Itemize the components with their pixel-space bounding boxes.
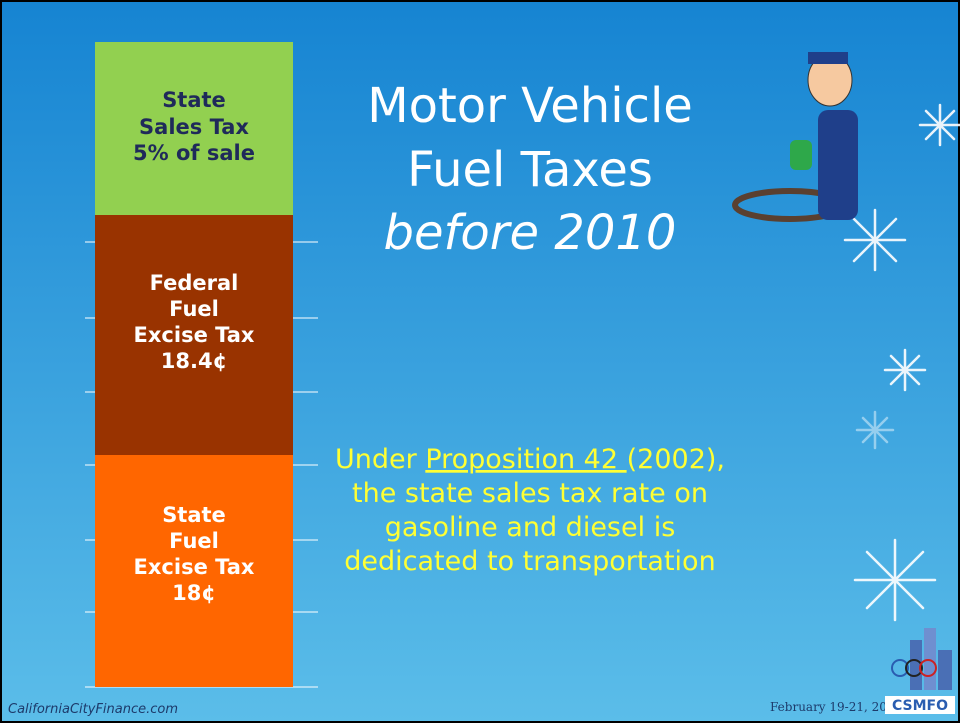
body-line: gasoline and diesel is	[385, 512, 676, 543]
block-federal-tax	[95, 215, 293, 455]
label-line: Excise Tax	[134, 323, 255, 347]
label-line: Federal	[150, 271, 239, 295]
body-line: dedicated to transportation	[344, 546, 715, 577]
label-line: Sales Tax	[139, 115, 249, 139]
block-label: State Sales Tax 5% of sale	[133, 88, 255, 165]
title-line: Motor Vehicle	[367, 78, 693, 134]
logo-text: CSMFO	[892, 698, 948, 714]
body-prefix: Under	[335, 444, 425, 475]
footer-site: CaliforniaCityFinance.com	[8, 702, 178, 717]
block-state-excise	[95, 455, 293, 687]
footer-date: February 19-21, 2014	[770, 700, 903, 714]
label-line: 5% of sale	[133, 141, 255, 165]
label-line: State	[162, 503, 226, 527]
title-line: before 2010	[384, 205, 677, 261]
logo: CSMFO	[885, 628, 955, 714]
label-line: Excise Tax	[134, 555, 255, 579]
title-line: Fuel Taxes	[407, 142, 653, 198]
snowflakes	[843, 103, 960, 622]
attendant-illustration	[732, 52, 858, 222]
body-line: Under Proposition 42 (2002),	[335, 444, 725, 475]
block-label: State Fuel Excise Tax 18¢	[134, 503, 255, 605]
body-line: the state sales tax rate on	[352, 478, 708, 509]
block-sales-tax	[95, 42, 293, 215]
label-line: 18.4¢	[161, 349, 227, 373]
block-label: Federal Fuel Excise Tax 18.4¢	[134, 271, 255, 373]
label-line: 18¢	[172, 581, 216, 605]
label-line: State	[162, 88, 226, 112]
body-link: Proposition 42	[425, 444, 626, 475]
body-suffix: (2002),	[627, 444, 725, 475]
label-line: Fuel	[169, 297, 219, 321]
label-line: Fuel	[169, 529, 219, 553]
